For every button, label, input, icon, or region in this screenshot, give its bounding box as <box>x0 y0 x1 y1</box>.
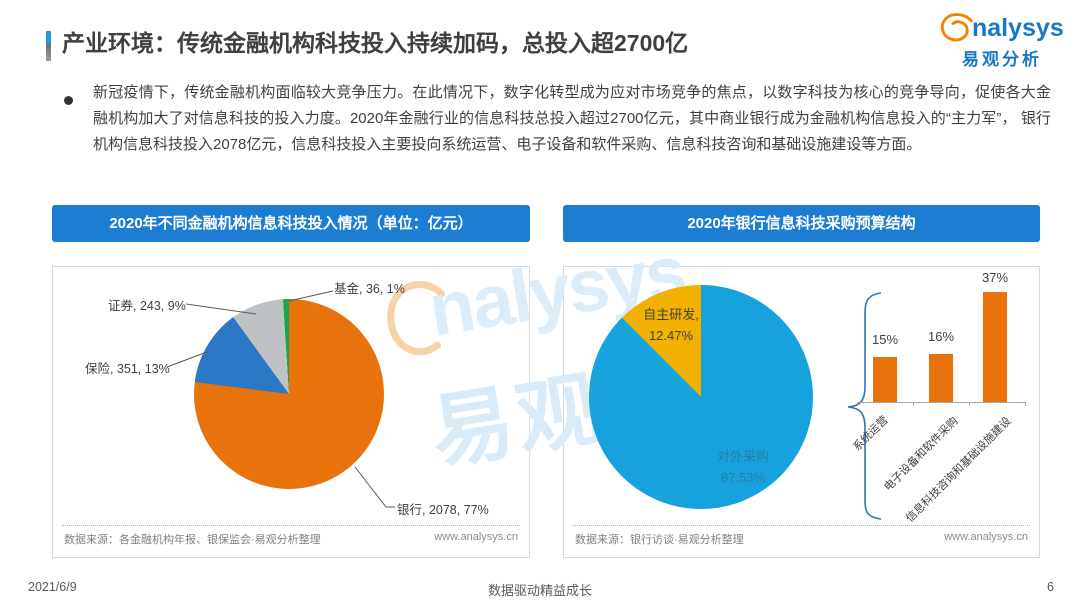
left-data-source: 数据来源：各金融机构年报、银保监会·易观分析整理 <box>64 534 321 546</box>
pie-label-external: 对外采购 87.53% <box>697 446 789 488</box>
right-source-row: 数据来源：银行访谈·易观分析整理 www.analysys.cn <box>575 531 1028 547</box>
right-chart-title: 2020年银行信息科技采购预算结构 <box>563 205 1040 242</box>
right-pie-chart <box>589 285 813 509</box>
bar-axis <box>857 402 1025 403</box>
bar-value-2: 16% <box>927 329 955 344</box>
bar-category-3: 信息科技咨询和基础设施建设 <box>904 415 1014 525</box>
pie-label-external-name: 对外采购 <box>716 449 769 464</box>
right-chart-content: 自主研发, 12.47% 对外采购 87.53% 15% 16% 37% 系统运… <box>563 266 1040 558</box>
logo-brand-text: nalysys <box>972 13 1064 42</box>
axis-tick <box>913 402 914 406</box>
pie-label-securities: 证券, 243, 9% <box>108 299 186 313</box>
pie-label-insurance: 保险, 351, 13% <box>85 362 170 376</box>
right-panel-separator <box>573 525 1030 526</box>
footer-date: 2021/6/9 <box>28 580 77 594</box>
analysys-swirl-icon <box>940 13 973 42</box>
footer-page-number: 6 <box>1047 580 1054 594</box>
left-chart-title: 2020年不同金融机构信息科技投入情况（单位：亿元） <box>52 205 530 242</box>
pie-label-fund: 基金, 36, 1% <box>334 282 405 296</box>
bar-category-1: 系统运营 <box>851 414 891 454</box>
right-analysys-url: www.analysys.cn <box>944 531 1028 543</box>
page-title: 产业环境：传统金融机构科技投入持续加码，总投入超2700亿 <box>62 30 689 56</box>
bar-value-1: 15% <box>871 332 899 347</box>
pie-label-self-dev-pct: 12.47% <box>648 328 694 343</box>
title-accent-bar <box>46 31 51 61</box>
pie-label-self-dev: 自主研发, 12.47% <box>625 304 717 346</box>
bullet-icon <box>64 96 73 105</box>
axis-tick <box>857 402 858 406</box>
right-data-source: 数据来源：银行访谈·易观分析整理 <box>575 534 744 546</box>
axis-tick <box>1025 402 1026 406</box>
pie-label-external-pct: 87.53% <box>720 470 766 485</box>
bar-system-operation <box>873 357 897 402</box>
left-source-row: 数据来源：各金融机构年报、银保监会·易观分析整理 www.analysys.cn <box>64 531 518 547</box>
left-pie-chart <box>194 299 384 489</box>
left-analysys-url: www.analysys.cn <box>434 531 518 543</box>
logo-row: nalysys <box>938 12 1068 44</box>
left-chart-content: 基金, 36, 1% 证券, 243, 9% 保险, 351, 13% 银行, … <box>52 266 530 558</box>
intro-paragraph: 新冠疫情下，传统金融机构面临较大竞争压力。在此情况下，数字化转型成为应对市场竞争… <box>93 84 1051 153</box>
logo-brand-cn: 易观分析 <box>962 50 1042 69</box>
left-panel-separator <box>62 525 520 526</box>
bar-consulting-infrastructure <box>983 292 1007 402</box>
bar-value-3: 37% <box>981 270 1009 285</box>
bar-equipment-software <box>929 354 953 402</box>
analysys-logo: nalysys 易观分析 <box>938 12 1068 70</box>
axis-tick <box>969 402 970 406</box>
pie-label-self-dev-name: 自主研发, <box>643 307 699 322</box>
footer-slogan: 数据驱动精益成长 <box>487 583 592 598</box>
pie-label-bank: 银行, 2078, 77% <box>397 503 489 517</box>
watermark-swirl-icon <box>387 281 446 356</box>
